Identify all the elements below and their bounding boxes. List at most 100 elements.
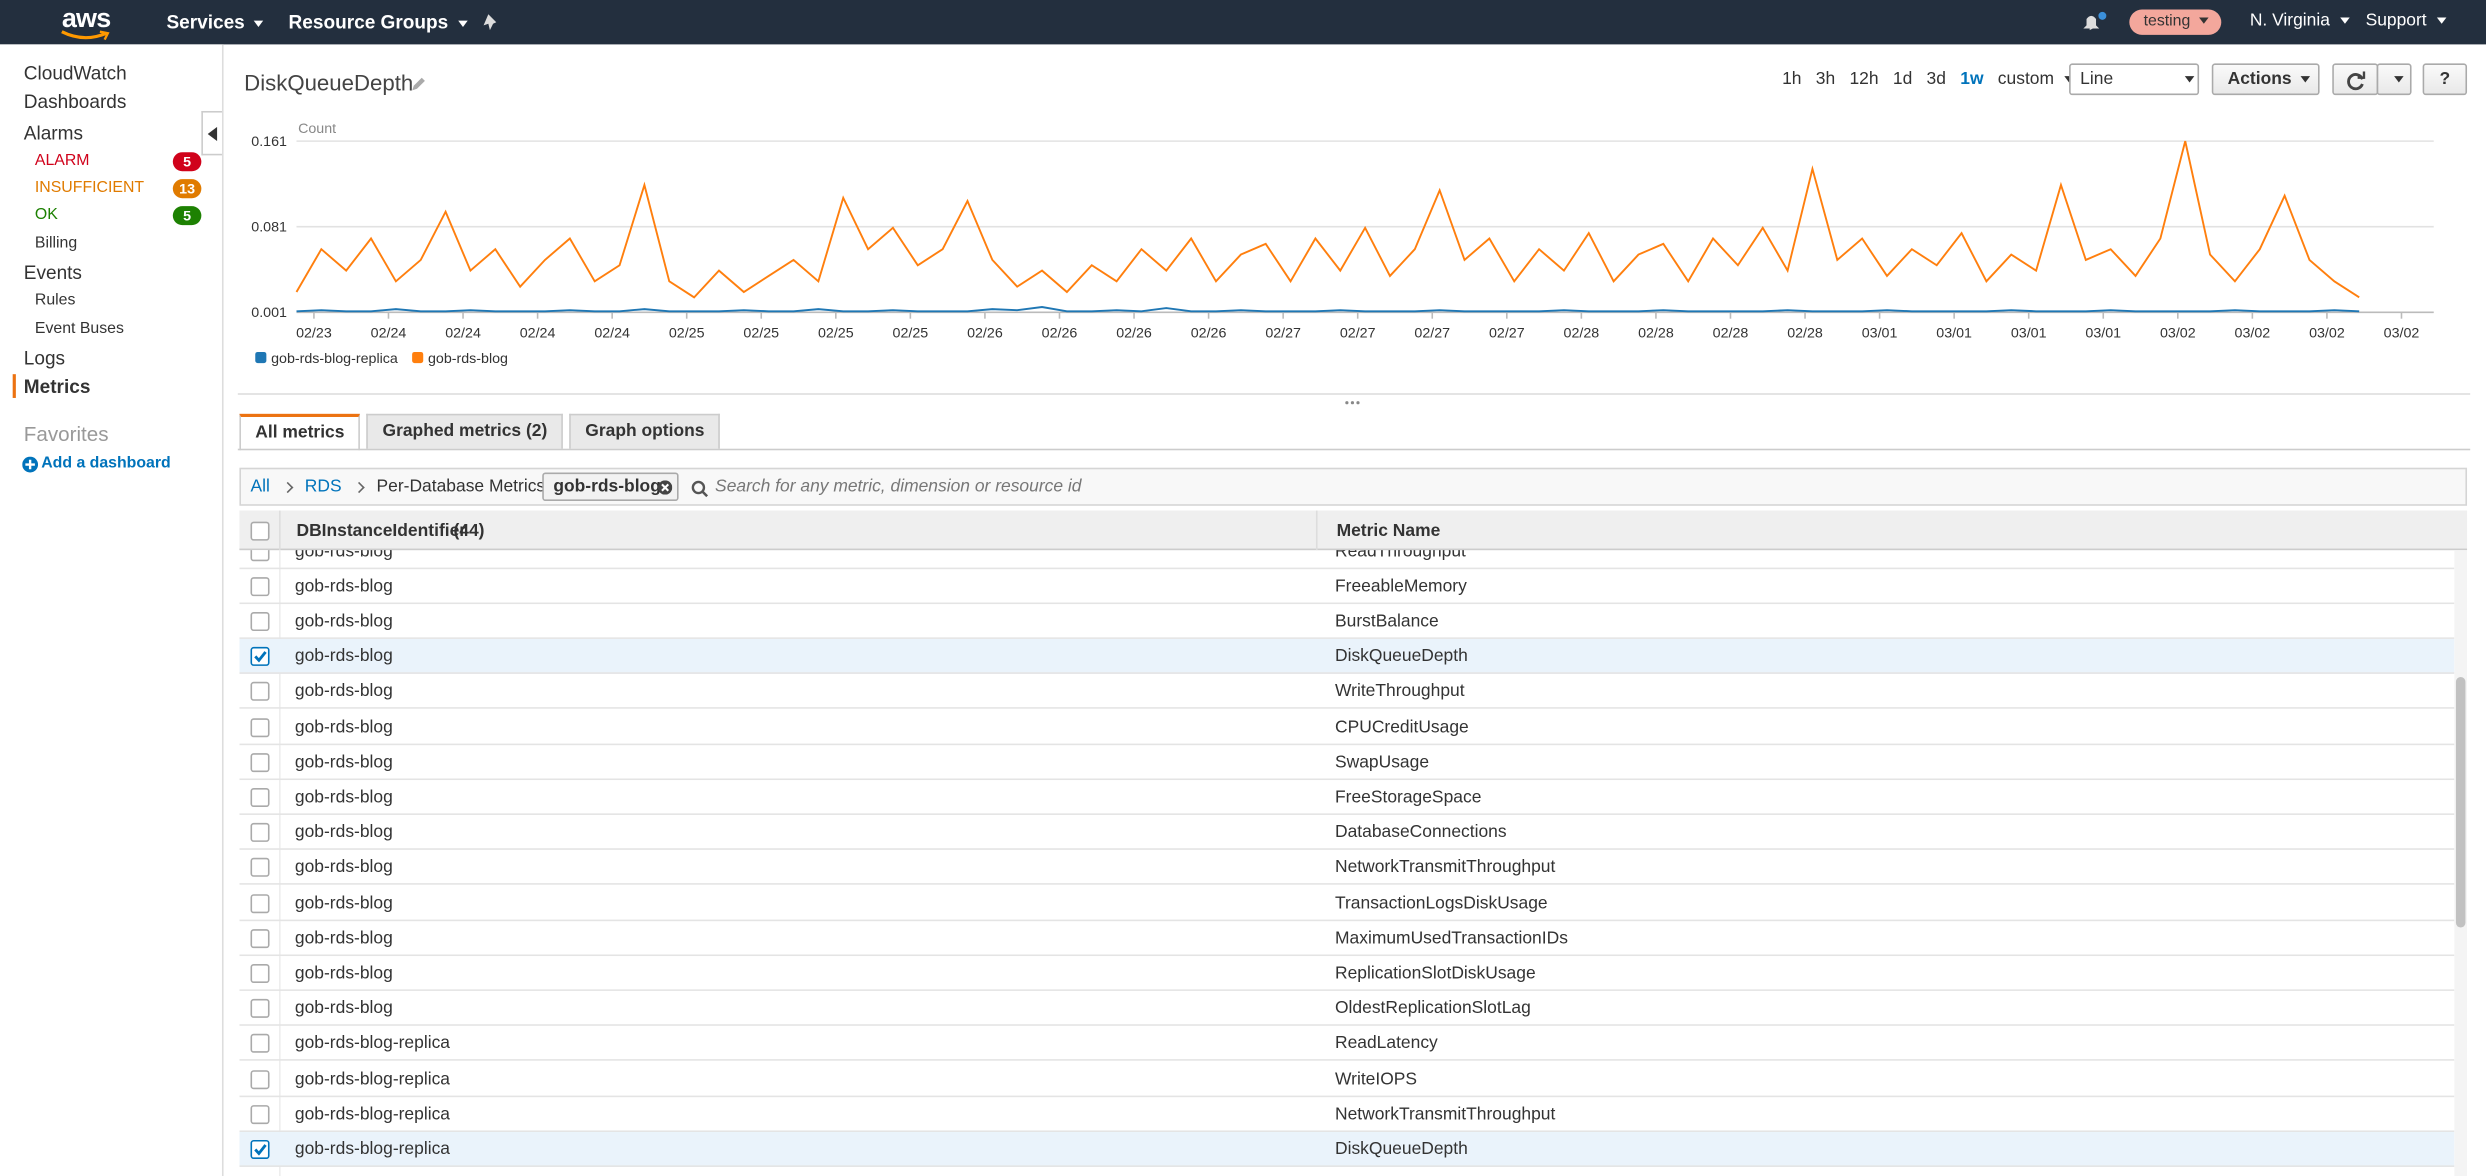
metric-name: DiskQueueDepth — [1335, 1140, 1468, 1159]
x-tick-label: 02/24 — [594, 326, 630, 342]
x-tick-label: 02/24 — [445, 326, 481, 342]
tab[interactable]: Graph options — [569, 414, 720, 449]
x-tick-label: 02/26 — [1042, 326, 1078, 342]
table-row[interactable]: gob-rds-blog-replicaWriteIOPS — [239, 1061, 2454, 1096]
table-row[interactable]: gob-rds-blogDatabaseConnections — [239, 815, 2454, 850]
tab[interactable]: Graphed metrics (2) — [367, 414, 563, 449]
row-checkbox[interactable] — [251, 577, 270, 596]
row-checkbox[interactable] — [251, 612, 270, 631]
x-tick-label: 03/01 — [1936, 326, 1972, 342]
x-tick-label: 03/01 — [2011, 326, 2047, 342]
x-tick-label: 02/25 — [893, 326, 929, 342]
y-tick-label: 0.081 — [251, 219, 287, 235]
add-dashboard-link[interactable]: Add a dashboard — [41, 455, 171, 472]
row-checkbox[interactable] — [251, 929, 270, 948]
instance-id: gob-rds-blog-replica — [295, 1140, 450, 1159]
table-row[interactable]: gob-rds-blogCPUCreditUsage — [239, 710, 2454, 745]
row-checkbox[interactable] — [251, 1069, 270, 1088]
table-row[interactable]: gob-rds-blogReadThroughput — [239, 550, 2454, 569]
row-checkbox[interactable] — [251, 1140, 270, 1159]
table-row[interactable]: gob-rds-blogMaximumUsedTransactionIDs — [239, 921, 2454, 956]
metric-name: FreeableMemory — [1335, 577, 1467, 596]
series-line — [296, 307, 2359, 311]
row-checkbox[interactable] — [251, 823, 270, 842]
select-all-checkbox[interactable] — [251, 522, 270, 541]
tabs-border — [238, 449, 2470, 451]
instance-id: gob-rds-blog — [295, 612, 393, 631]
chart: Count 0.0010.0810.16102/2302/2402/2402/2… — [0, 0, 2486, 381]
table-row[interactable]: gob-rds-blogDiskQueueDepth — [239, 639, 2454, 674]
legend-swatch[interactable] — [255, 352, 266, 363]
metric-name: WriteIOPS — [1335, 1069, 1417, 1088]
table-row[interactable]: gob-rds-blogTransactionLogsDiskUsage — [239, 886, 2454, 921]
row-checkbox[interactable] — [251, 1105, 270, 1124]
scrollbar-thumb[interactable] — [2456, 677, 2466, 928]
row-checkbox[interactable] — [251, 753, 270, 772]
metric-name: ReadThroughput — [1335, 550, 1466, 560]
metric-name: WriteThroughput — [1335, 682, 1465, 701]
metric-name: NetworkTransmitThroughput — [1335, 858, 1555, 877]
token-remove[interactable] — [658, 480, 672, 494]
table-row[interactable]: gob-rds-blogOldestReplicationSlotLag — [239, 991, 2454, 1026]
metric-name: ReplicationSlotDiskUsage — [1335, 964, 1536, 983]
x-tick-label: 02/28 — [1638, 326, 1674, 342]
row-checkbox[interactable] — [251, 1034, 270, 1053]
column-header[interactable]: DBInstanceIdentifier — [296, 522, 466, 541]
table-row[interactable]: gob-rds-blogBurstBalance — [239, 604, 2454, 639]
x-tick-label: 02/25 — [743, 326, 779, 342]
row-checkbox[interactable] — [251, 999, 270, 1018]
column-header[interactable]: Metric Name — [1337, 522, 1441, 541]
x-tick-label: 03/02 — [2384, 326, 2420, 342]
x-tick-label: 03/02 — [2309, 326, 2345, 342]
row-checkbox[interactable] — [251, 788, 270, 807]
row-checkbox[interactable] — [251, 647, 270, 666]
search-input[interactable]: Search for any metric, dimension or reso… — [715, 477, 1081, 496]
legend-swatch[interactable] — [412, 352, 423, 363]
row-checkbox[interactable] — [251, 550, 270, 560]
y-tick-label: 0.001 — [251, 305, 287, 321]
legend-label[interactable]: gob-rds-blog-replica — [271, 351, 398, 367]
table-row[interactable]: gob-rds-blog-replica DiskQueueDepth — [239, 1132, 2454, 1167]
instance-id: gob-rds-blog — [295, 788, 393, 807]
row-checkbox[interactable] — [251, 964, 270, 983]
table-row[interactable]: gob-rds-blog ReplicationSlotDiskUsage — [239, 956, 2454, 991]
add-icon — [22, 457, 38, 473]
table-row[interactable]: gob-rds-blogFreeStorageSpace — [239, 780, 2454, 815]
breadcrumb-link[interactable]: RDS — [305, 477, 342, 496]
x-tick-label: 02/28 — [1564, 326, 1600, 342]
scrollbar[interactable] — [2454, 550, 2467, 1176]
x-tick-label: 02/26 — [1191, 326, 1227, 342]
instance-id: gob-rds-blog — [295, 682, 393, 701]
checkmark — [252, 649, 268, 665]
row-checkbox[interactable] — [251, 893, 270, 912]
x-tick-label: 02/27 — [1414, 326, 1450, 342]
x-tick-label: 02/24 — [520, 326, 556, 342]
filter-bar: AllRDSPer-Database Metrics gob-rds-blog … — [239, 468, 2467, 506]
row-checkbox[interactable] — [251, 682, 270, 701]
breadcrumb-current: Per-Database Metrics — [377, 477, 546, 496]
search-icon — [691, 480, 708, 497]
series-line — [296, 141, 2359, 297]
x-tick-label: 02/27 — [1489, 326, 1525, 342]
table-body: gob-rds-blogReadThroughputgob-rds-blogFr… — [239, 550, 2454, 1176]
table-row[interactable]: gob-rds-blog-replicaReadLatency — [239, 1026, 2454, 1061]
table-row[interactable]: gob-rds-blogFreeableMemory — [239, 569, 2454, 604]
breadcrumb-separator — [354, 482, 365, 493]
table-row[interactable]: gob-rds-blogNetworkTransmitThroughput — [239, 850, 2454, 885]
filter-token[interactable]: gob-rds-blog — [542, 472, 678, 501]
table-row[interactable]: gob-rds-blog WriteThroughput — [239, 674, 2454, 709]
breadcrumb-link[interactable]: All — [251, 477, 270, 496]
metric-name: OldestReplicationSlotLag — [1335, 999, 1531, 1018]
tab[interactable]: All metrics — [239, 414, 360, 450]
table-row[interactable]: gob-rds-blog-replicaNetworkTransmitThrou… — [239, 1097, 2454, 1132]
divider — [238, 393, 2470, 395]
row-checkbox[interactable] — [251, 717, 270, 736]
metric-name: NetworkTransmitThroughput — [1335, 1105, 1555, 1124]
x-tick-label: 02/27 — [1265, 326, 1301, 342]
instance-id: gob-rds-blog — [295, 964, 393, 983]
row-checkbox[interactable] — [251, 858, 270, 877]
resize-handle[interactable] — [1345, 400, 1361, 406]
legend-label[interactable]: gob-rds-blog — [428, 351, 508, 367]
table-row[interactable]: gob-rds-blogSwapUsage — [239, 745, 2454, 780]
